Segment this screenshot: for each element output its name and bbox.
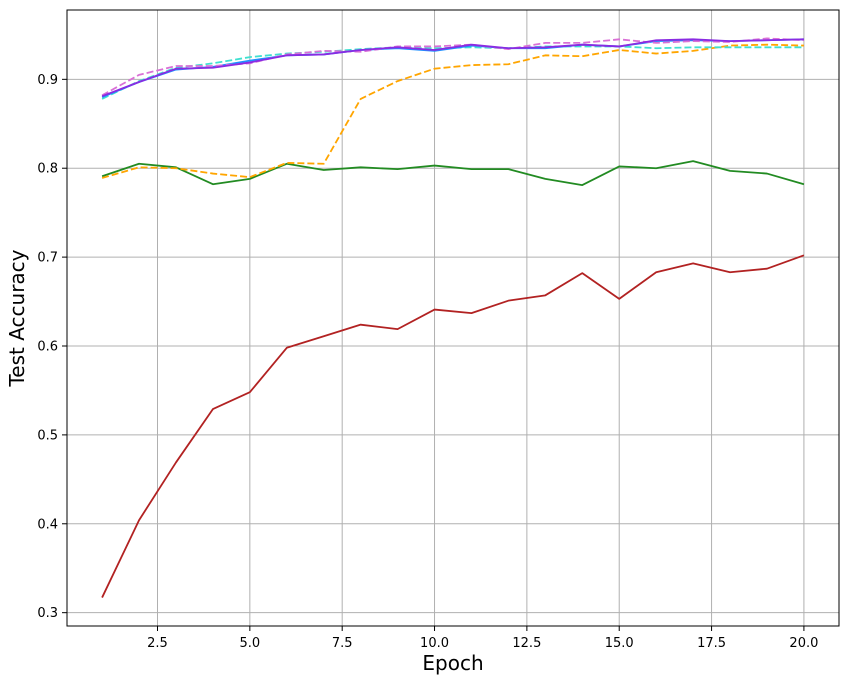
x-tick-label: 5.0	[239, 636, 260, 651]
x-tick-label: 12.5	[512, 636, 541, 651]
y-tick-label: 0.3	[37, 606, 58, 621]
x-axis-title: Epoch	[422, 651, 483, 675]
x-tick-label: 2.5	[147, 636, 168, 651]
series-line-4	[101, 45, 804, 100]
y-tick-label: 0.4	[37, 517, 58, 532]
x-tick-label: 17.5	[697, 636, 726, 651]
series-line-6	[101, 37, 804, 97]
y-tick-label: 0.8	[37, 162, 58, 177]
y-tick-label: 0.7	[37, 251, 58, 266]
x-tick-label: 15.0	[605, 636, 634, 651]
series-line-1	[101, 254, 805, 598]
series-line-2	[101, 160, 805, 187]
plot-frame	[66, 9, 840, 627]
x-tick-label: 7.5	[332, 636, 353, 651]
axis-ticks: 2.5 5.0 7.5 10.0 12.5 15.0 17.5 20.0 0.3 0.4 0.5 0.…	[37, 73, 818, 651]
series-line-7	[101, 38, 804, 98]
x-tick-label: 10.0	[420, 636, 449, 651]
series-lines	[101, 37, 805, 598]
series-line-3	[101, 43, 804, 179]
y-tick-label: 0.6	[37, 340, 58, 355]
x-tick-label: 20.0	[789, 636, 818, 651]
y-tick-label: 0.9	[37, 73, 58, 88]
y-tick-label: 0.5	[37, 428, 58, 443]
grid	[67, 10, 839, 626]
y-axis-title: Test Accuracy	[5, 249, 29, 387]
